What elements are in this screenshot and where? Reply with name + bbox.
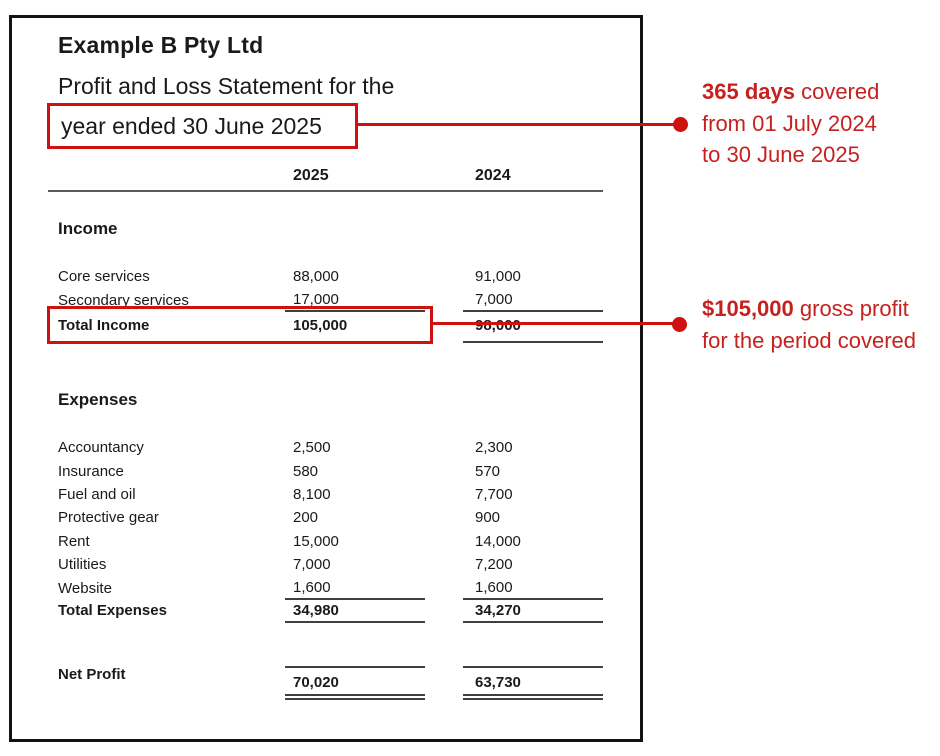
- net-profit-row: Net Profit 70,020 63,730: [48, 666, 603, 700]
- annotation-rest-text: gross profit: [793, 296, 909, 321]
- row-label: Utilities: [58, 556, 107, 574]
- value-2025: 70,020: [285, 666, 425, 700]
- annotation-gross-profit: $105,000 gross profit for the period cov…: [702, 293, 916, 356]
- value-2024: 7,700: [475, 485, 513, 503]
- callout-line-gross-profit: [433, 322, 680, 325]
- value-2025: 200: [293, 509, 319, 527]
- row-label: Rent: [58, 532, 90, 550]
- annotation-period: 365 days covered from 01 July 2024 to 30…: [702, 76, 879, 171]
- annotation-bold-text: $105,000: [702, 296, 794, 321]
- row-label: Core services: [58, 268, 150, 286]
- header-rule: [48, 190, 603, 192]
- value-2025: 88,000: [293, 268, 339, 286]
- value-2024: 7,200: [475, 556, 513, 574]
- table-row: Rent 15,000 14,000: [48, 530, 603, 553]
- company-name: Example B Pty Ltd: [58, 32, 264, 58]
- value-2024: 63,730: [463, 666, 603, 700]
- value-2024: 570: [475, 462, 501, 480]
- statement-title-line2: year ended 30 June 2025: [61, 112, 322, 139]
- value-2025: 17,000: [285, 289, 425, 312]
- table-row: Website 1,600 1,600: [48, 576, 603, 600]
- value-2024: 1,600: [463, 576, 603, 600]
- table-row: Accountancy 2,500 2,300: [48, 436, 603, 459]
- annotation-line: for the period covered: [702, 327, 917, 353]
- table-row: Core services 88,000 91,000: [48, 265, 603, 289]
- column-gap: [425, 600, 463, 623]
- column-header-2024: 2024: [475, 167, 511, 184]
- annotation-line: 365 days covered: [702, 76, 879, 108]
- annotation-rest-text: covered: [794, 79, 880, 104]
- value-2024: 98,000: [463, 312, 603, 343]
- callout-bullet-gross-profit: [672, 317, 687, 332]
- period-highlight-box: year ended 30 June 2025: [47, 103, 358, 149]
- value-2025: 580: [293, 462, 319, 480]
- table-row: Utilities 7,000 7,200: [48, 553, 603, 576]
- row-label: Net Profit: [58, 666, 126, 683]
- row-label: Fuel and oil: [58, 485, 136, 503]
- value-2024: 900: [475, 509, 501, 527]
- column-gap: [425, 666, 463, 696]
- annotation-line: to 30 June 2025: [702, 142, 860, 167]
- column-header-2025: 2025: [293, 167, 329, 184]
- row-label: Accountancy: [58, 439, 144, 457]
- income-section-heading: Income: [58, 219, 118, 238]
- row-label: Total Expenses: [58, 602, 167, 619]
- value-2025: 7,000: [293, 556, 331, 574]
- callout-line-period: [358, 123, 680, 126]
- callout-bullet-period: [673, 117, 688, 132]
- value-2024: 14,000: [475, 532, 521, 550]
- pnl-document-sheet: [9, 15, 643, 742]
- value-2025: 8,100: [293, 485, 331, 503]
- value-2025: 1,600: [285, 576, 425, 600]
- table-row: Fuel and oil 8,100 7,700: [48, 483, 603, 506]
- value-2024: 2,300: [475, 439, 513, 457]
- statement-title-line1: Profit and Loss Statement for the: [58, 73, 395, 99]
- annotation-line: $105,000 gross profit: [702, 293, 916, 325]
- table-row: Protective gear 200 900: [48, 506, 603, 529]
- row-label: Protective gear: [58, 509, 159, 527]
- expense-rows: Accountancy 2,500 2,300 Insurance 580 57…: [48, 436, 603, 600]
- row-label: Secondary services: [58, 291, 189, 309]
- table-row: Insurance 580 570: [48, 459, 603, 482]
- annotation-line: from 01 July 2024: [702, 110, 877, 136]
- total-expenses-row: Total Expenses 34,980 34,270: [48, 600, 603, 623]
- row-label: Total Income: [58, 317, 150, 334]
- gross-profit-highlight-box: [47, 306, 433, 344]
- income-rows: Core services 88,000 91,000 Secondary se…: [48, 265, 603, 312]
- value-2024: 7,000: [463, 289, 603, 312]
- table-row: Secondary services 17,000 7,000: [48, 289, 603, 312]
- row-label: Insurance: [58, 462, 124, 480]
- value-2025: 15,000: [293, 532, 339, 550]
- value-2024: 91,000: [475, 268, 521, 286]
- value-2025: 34,980: [285, 600, 425, 623]
- row-label: Website: [58, 579, 112, 597]
- expenses-section-heading: Expenses: [58, 390, 138, 409]
- annotation-bold-text: 365 days: [702, 79, 795, 104]
- value-2024: 34,270: [463, 600, 603, 623]
- value-2025: 2,500: [293, 439, 331, 457]
